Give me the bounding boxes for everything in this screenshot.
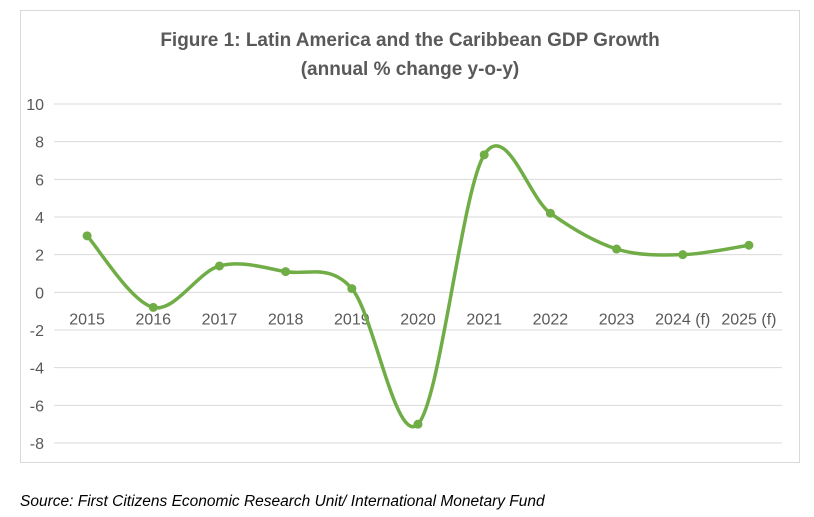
x-tick-label: 2020 (400, 311, 436, 328)
data-point (413, 419, 423, 429)
x-tick-label: 2022 (533, 311, 569, 328)
chart-title-block: Figure 1: Latin America and the Caribbea… (20, 26, 800, 84)
x-tick-label: 2018 (268, 311, 304, 328)
data-point (281, 267, 291, 277)
y-tick-label: -8 (30, 436, 44, 453)
y-tick-label: 8 (35, 135, 44, 152)
y-tick-label: 10 (26, 97, 44, 114)
chart-subtitle: (annual % change y-o-y) (300, 59, 520, 80)
x-tick-label: 2024 (f) (655, 311, 710, 328)
y-tick-label: -2 (30, 323, 44, 340)
y-tick-label: -4 (30, 361, 44, 378)
x-tick-label: 2015 (69, 311, 105, 328)
data-point (479, 150, 489, 160)
y-tick-label: 0 (35, 285, 44, 302)
data-point (744, 240, 754, 250)
chart-title: Figure 1: Latin America and the Caribbea… (160, 30, 660, 51)
y-tick-label: -6 (30, 398, 44, 415)
y-tick-label: 4 (35, 210, 44, 227)
x-tick-label: 2023 (599, 311, 635, 328)
source-note: Source: First Citizens Economic Research… (20, 493, 545, 510)
x-tick-label: 2019 (334, 311, 370, 328)
x-tick-label: 2025 (f) (721, 311, 776, 328)
x-tick-label: 2017 (202, 311, 238, 328)
data-point (214, 261, 224, 271)
series-line (85, 144, 751, 429)
data-point (678, 250, 688, 260)
data-point (82, 231, 92, 241)
data-point (612, 244, 622, 254)
data-point (545, 208, 555, 218)
data-point (148, 302, 158, 312)
x-tick-label: 2021 (466, 311, 502, 328)
y-tick-label: 2 (35, 248, 44, 265)
y-tick-label: 6 (35, 172, 44, 189)
chart-frame (20, 10, 800, 463)
x-tick-label: 2016 (135, 311, 171, 328)
data-point (347, 284, 357, 294)
